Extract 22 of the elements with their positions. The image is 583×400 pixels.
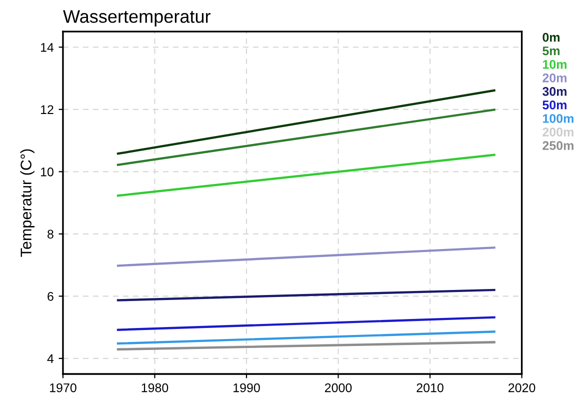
y-tick-label: 6: [48, 292, 54, 301]
x-tick-label: 1970: [50, 383, 76, 392]
y-tick-label: 8: [48, 230, 54, 239]
y-tick-label: 10: [40, 167, 54, 176]
x-tick-label: 2000: [324, 383, 352, 392]
x-tick-label: 1990: [234, 383, 260, 392]
y-tick-label: 12: [40, 105, 54, 114]
x-tick-label: 2010: [416, 383, 444, 392]
text: 0m: [542, 32, 560, 42]
x-tick-label: 1980: [142, 383, 168, 392]
text: 30m: [542, 87, 566, 96]
text: 50m: [542, 100, 566, 110]
y-axis-title: Temperatur (C°): [20, 149, 34, 257]
y-tick-label: 14: [40, 43, 54, 52]
y-tick-label: 4: [47, 354, 54, 363]
text: 10m: [543, 60, 566, 69]
text: 5m: [542, 46, 560, 56]
x-tick-label: 2020: [508, 383, 536, 392]
text: 250m: [542, 141, 574, 150]
chart-title: Wassertemperatur: [63, 10, 210, 26]
text: 20m: [542, 73, 566, 82]
text: 100m: [543, 114, 574, 123]
